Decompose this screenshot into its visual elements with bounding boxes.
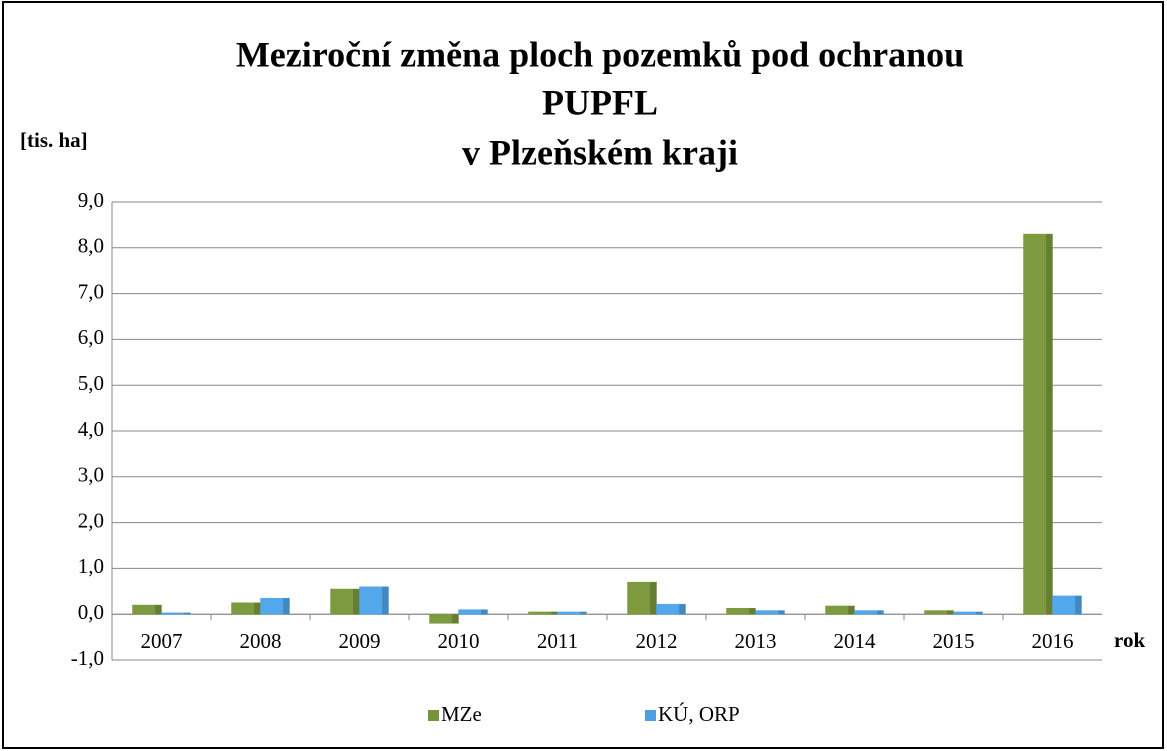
bar-shade xyxy=(778,610,785,615)
y-tick-label: 9,0 xyxy=(78,188,104,212)
y-tick-label: 7,0 xyxy=(78,279,104,303)
legend-label: MZe xyxy=(441,702,482,726)
bar-shade xyxy=(679,604,686,615)
bar-shade xyxy=(650,582,657,615)
x-tick-label: 2015 xyxy=(933,629,975,653)
bar xyxy=(656,603,686,615)
bar-shade xyxy=(353,589,360,615)
bar xyxy=(854,610,884,615)
y-tick-label: 3,0 xyxy=(78,463,104,487)
x-tick-label: 2007 xyxy=(141,629,183,653)
bar-shade xyxy=(184,612,191,615)
chart-title: Meziroční změna ploch pozemků pod ochran… xyxy=(236,34,964,74)
chart-title: v Plzeňském kraji xyxy=(462,132,738,172)
bar-shade xyxy=(1075,595,1082,615)
bar xyxy=(458,609,488,615)
bar-shade xyxy=(551,611,558,615)
y-tick-label: 2,0 xyxy=(78,508,104,532)
bar-shade xyxy=(382,586,389,615)
x-tick-label: 2011 xyxy=(537,629,578,653)
bar-shade xyxy=(947,610,954,615)
bar xyxy=(557,611,587,615)
bar xyxy=(825,605,855,615)
legend-swatch xyxy=(645,710,656,721)
x-tick-label: 2012 xyxy=(636,629,678,653)
x-axis-label: rok xyxy=(1114,628,1145,652)
bar-shade xyxy=(976,611,983,615)
bar xyxy=(359,586,389,615)
bar-shade xyxy=(452,614,459,624)
bar-shade xyxy=(254,602,261,615)
x-tick-label: 2016 xyxy=(1032,629,1074,653)
chart-title: PUPFL xyxy=(542,82,658,122)
bar xyxy=(132,604,162,615)
x-tick-label: 2014 xyxy=(834,629,877,653)
bar xyxy=(1023,233,1053,615)
y-tick-label: 4,0 xyxy=(78,417,104,441)
bar-shade xyxy=(848,605,855,615)
x-tick-label: 2008 xyxy=(240,629,282,653)
y-tick-label: 1,0 xyxy=(78,554,104,578)
bar-shade xyxy=(580,611,587,615)
x-tick-label: 2009 xyxy=(339,629,381,653)
bar xyxy=(330,588,360,615)
y-tick-label: 5,0 xyxy=(78,371,104,395)
x-tick-label: 2010 xyxy=(438,629,480,653)
bar-shade xyxy=(877,610,884,615)
legend-swatch xyxy=(428,710,439,721)
y-axis-label: [tis. ha] xyxy=(20,128,88,152)
bar-shade xyxy=(155,605,162,615)
bar-shade xyxy=(283,598,290,615)
legend-label: KÚ, ORP xyxy=(658,702,740,726)
bar-shade xyxy=(481,609,488,615)
bar xyxy=(1052,595,1082,615)
bar-shade xyxy=(1046,234,1053,615)
y-tick-label: 0,0 xyxy=(78,600,104,624)
bar xyxy=(429,613,459,624)
y-tick-label: -1,0 xyxy=(71,646,104,670)
bar xyxy=(260,597,290,615)
y-tick-label: 6,0 xyxy=(78,325,104,349)
bar xyxy=(627,581,657,615)
y-tick-label: 8,0 xyxy=(78,234,104,258)
bar xyxy=(755,610,785,615)
x-tick-label: 2013 xyxy=(735,629,777,653)
bar xyxy=(161,612,191,615)
bar-shade xyxy=(749,608,756,615)
bar xyxy=(953,611,983,615)
